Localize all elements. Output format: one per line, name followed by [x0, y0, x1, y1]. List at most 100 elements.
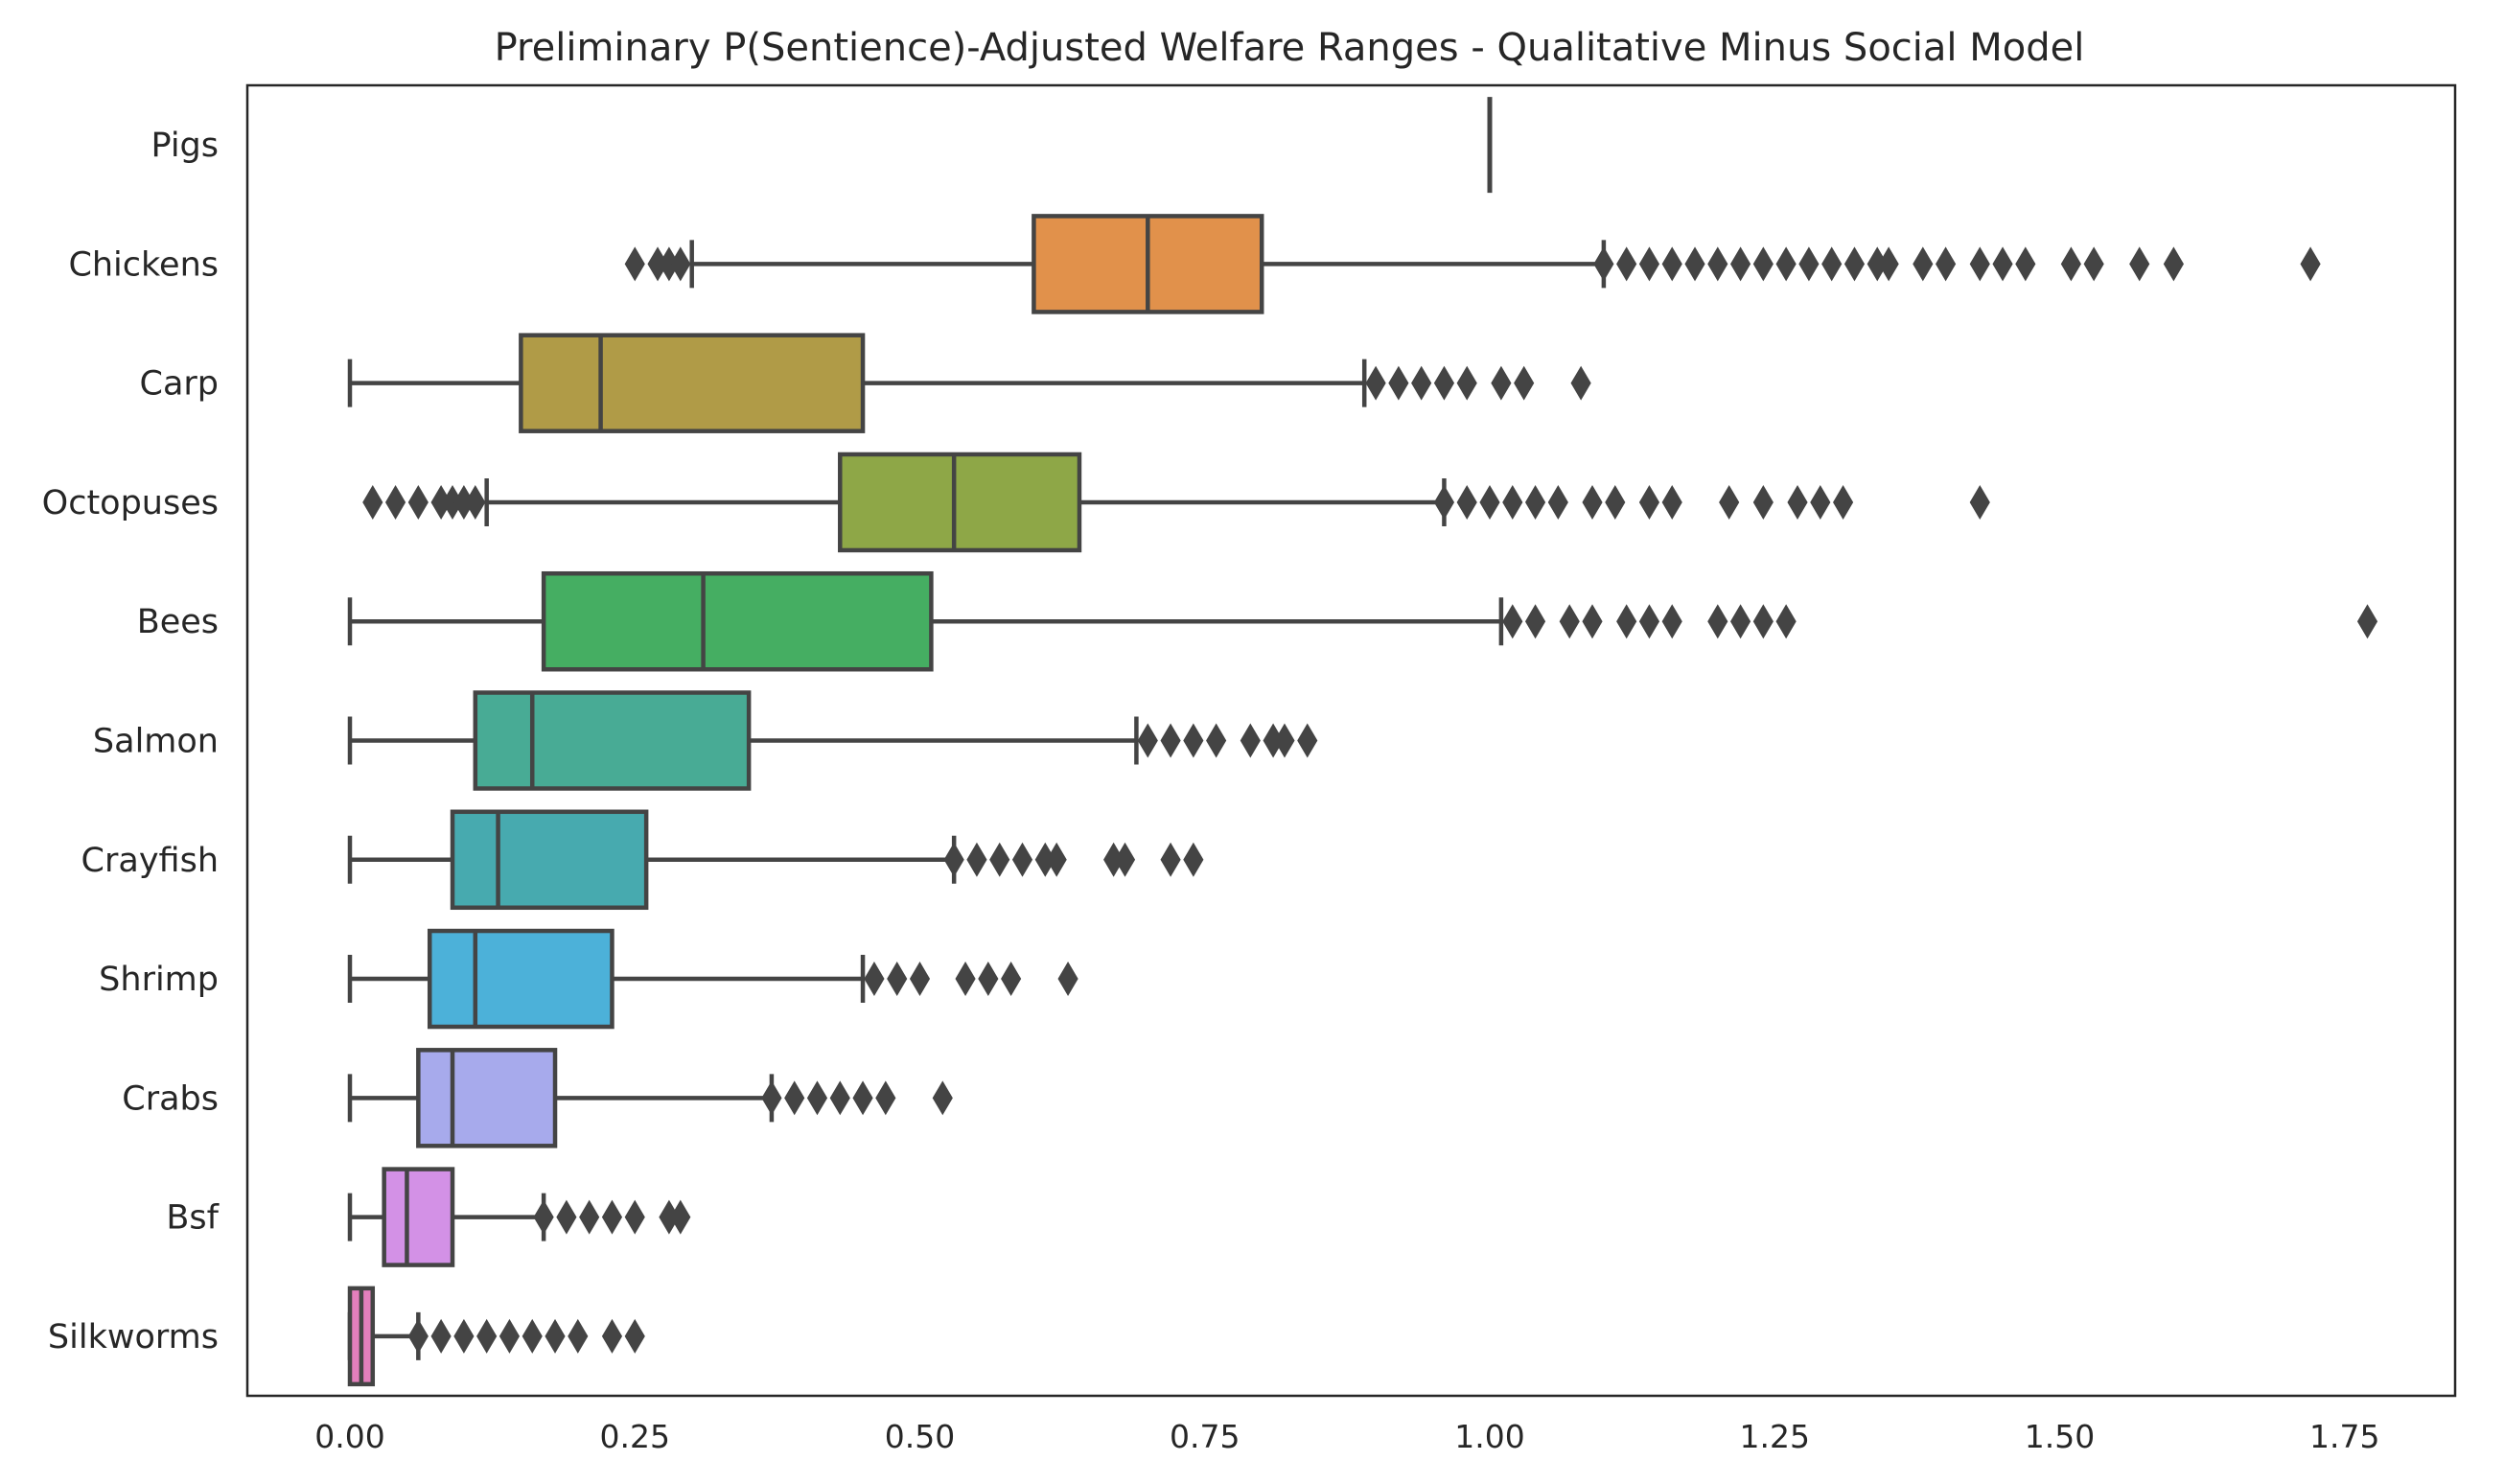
outlier-point — [1183, 842, 1204, 877]
outlier-point — [568, 1318, 589, 1354]
box-crabs — [347, 1048, 953, 1148]
outlier-point — [1684, 246, 1705, 282]
outlier-point — [1582, 484, 1603, 520]
outlier-point — [1524, 484, 1546, 520]
outlier-point — [1433, 365, 1455, 401]
outlier-point — [1661, 246, 1682, 282]
outlier-point — [670, 1199, 691, 1235]
outlier-point — [1524, 604, 1546, 639]
outlier-point — [1833, 484, 1854, 520]
outlier-point — [887, 962, 908, 997]
outlier-point — [407, 1318, 429, 1354]
outlier-point — [579, 1199, 600, 1235]
outlier-point — [978, 962, 999, 997]
outlier-point — [1001, 962, 1022, 997]
outlier-point — [1752, 604, 1774, 639]
outlier-point — [1936, 246, 1957, 282]
outlier-point — [829, 1080, 850, 1116]
box-shrimp — [347, 928, 1078, 1030]
outlier-point — [1787, 484, 1808, 520]
outlier-point — [1638, 246, 1660, 282]
outlier-point — [1729, 604, 1751, 639]
box-salmon — [347, 690, 1318, 791]
iqr-box — [427, 928, 614, 1030]
outlier-point — [465, 484, 486, 520]
box-bees — [347, 570, 2378, 672]
outlier-point — [1913, 246, 1934, 282]
outlier-point — [556, 1199, 577, 1235]
outlier-point — [806, 1080, 828, 1116]
outlier-point — [430, 1318, 452, 1354]
outlier-point — [624, 1199, 645, 1235]
outlier-point — [1969, 246, 1990, 282]
outlier-point — [1388, 365, 1409, 401]
outlier-point — [384, 484, 406, 520]
outlier-point — [1502, 484, 1523, 520]
y-tick-label-pigs: Pigs — [151, 127, 219, 165]
outlier-point — [1456, 365, 1477, 401]
outlier-point — [989, 842, 1010, 877]
outlier-point — [476, 1318, 498, 1354]
box-silkworms — [347, 1286, 645, 1387]
outlier-point — [2300, 246, 2321, 282]
outlier-point — [522, 1318, 543, 1354]
outlier-point — [1456, 484, 1477, 520]
outlier-point — [1240, 723, 1261, 758]
x-tick-label: 0.50 — [885, 1418, 955, 1455]
outlier-point — [362, 484, 383, 520]
x-tick-label: 0.75 — [1170, 1418, 1240, 1455]
outlier-point — [1707, 246, 1728, 282]
outlier-point — [1160, 842, 1181, 877]
outlier-point — [1491, 365, 1512, 401]
outlier-point — [2356, 604, 2378, 639]
outlier-point — [784, 1080, 805, 1116]
outlier-point — [1057, 962, 1078, 997]
outlier-point — [1547, 484, 1568, 520]
iqr-box — [473, 690, 752, 791]
chart-title: Preliminary P(Sentience)-Adjusted Welfar… — [495, 26, 2085, 70]
iqr-box — [838, 452, 1082, 553]
iqr-box — [541, 570, 934, 672]
outlier-point — [533, 1199, 554, 1235]
outlier-point — [601, 1318, 623, 1354]
outlier-point — [1810, 484, 1831, 520]
outlier-point — [1878, 246, 1899, 282]
outlier-point — [2060, 246, 2081, 282]
outlier-point — [932, 1080, 953, 1116]
outlier-point — [1661, 484, 1682, 520]
outlier-point — [1137, 723, 1158, 758]
outlier-point — [2163, 246, 2184, 282]
outlier-point — [1365, 365, 1386, 401]
outlier-point — [1969, 484, 1990, 520]
outlier-point — [1707, 604, 1728, 639]
outlier-point — [1274, 723, 1295, 758]
outlier-point — [670, 246, 691, 282]
outlier-point — [601, 1199, 623, 1235]
outlier-point — [1479, 484, 1500, 520]
outlier-point — [852, 1080, 873, 1116]
outlier-point — [1821, 246, 1843, 282]
outlier-point — [1593, 246, 1614, 282]
plot-area — [347, 97, 2378, 1387]
outlier-point — [1114, 842, 1136, 877]
outlier-point — [909, 962, 931, 997]
outlier-point — [875, 1080, 896, 1116]
outlier-point — [1638, 484, 1660, 520]
outlier-point — [1046, 842, 1067, 877]
outlier-point — [1992, 246, 2013, 282]
outlier-point — [2015, 246, 2036, 282]
outlier-point — [966, 842, 987, 877]
y-tick-label-bsf: Bsf — [166, 1199, 219, 1238]
outlier-point — [864, 962, 885, 997]
outlier-point — [1570, 365, 1591, 401]
outlier-point — [1775, 246, 1797, 282]
x-tick-label: 0.25 — [600, 1418, 670, 1455]
box-chickens — [624, 214, 2321, 314]
y-tick-label-silkworms: Silkworms — [48, 1318, 219, 1356]
outlier-point — [624, 1318, 645, 1354]
y-axis-categories: Pigs Chickens Carp Octopuses Bees Salmon Crayf… — [42, 127, 220, 1356]
outlier-point — [1661, 604, 1682, 639]
box-crayfish — [347, 809, 1204, 911]
outlier-point — [1183, 723, 1204, 758]
